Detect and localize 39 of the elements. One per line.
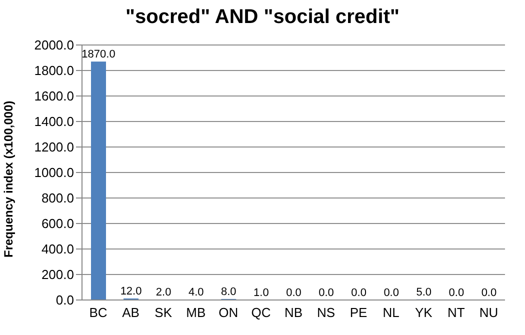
x-tick-label: MB [186, 305, 206, 320]
y-tick-label: 600.0 [41, 216, 74, 232]
data-label: 0.0 [481, 287, 497, 299]
x-tick-label: QC [251, 305, 271, 320]
data-label: 12.0 [120, 285, 142, 298]
x-tick-label: YK [414, 305, 433, 320]
data-label: 1.0 [254, 286, 269, 299]
x-tick-label: NL [382, 305, 400, 320]
data-label: 0.0 [384, 287, 399, 299]
y-tick-label: 1200.0 [34, 140, 74, 155]
data-label: 0.0 [448, 287, 464, 299]
y-tick-label: 200.0 [41, 267, 74, 282]
x-tick-label: PE [350, 305, 368, 320]
data-label: 4.0 [188, 286, 204, 298]
y-tick-label: 0.0 [56, 292, 74, 308]
data-label: 0.0 [318, 287, 334, 299]
y-tick-label: 1800.0 [34, 63, 74, 78]
y-tick-label: 1600.0 [34, 88, 74, 104]
data-label: 0.0 [286, 287, 302, 299]
data-label: 1870.0 [82, 48, 116, 61]
y-tick-label: 1400.0 [34, 114, 74, 130]
x-tick-label: NB [284, 305, 303, 320]
data-label: 5.0 [416, 286, 432, 298]
x-tick-label: SK [154, 305, 172, 320]
y-tick-label: 800.0 [41, 190, 74, 206]
x-tick-label: BC [89, 305, 108, 320]
y-tick-label: 1000.0 [34, 165, 74, 180]
y-tick-label: 400.0 [41, 242, 74, 257]
data-label: 2.0 [156, 286, 172, 299]
data-label: 8.0 [221, 286, 236, 298]
x-tick-label: NT [448, 305, 465, 320]
data-label: 0.0 [351, 287, 366, 299]
y-axis-title: Frequency index (x100,000) [1, 100, 16, 258]
x-tick-label: NS [317, 305, 336, 320]
x-tick-label: ON [218, 305, 238, 320]
y-tick-label: 2000.0 [34, 38, 74, 53]
x-tick-label: NU [479, 305, 498, 320]
chart-title: "socred" AND "social credit" [124, 6, 400, 29]
x-tick-label: AB [122, 305, 140, 320]
